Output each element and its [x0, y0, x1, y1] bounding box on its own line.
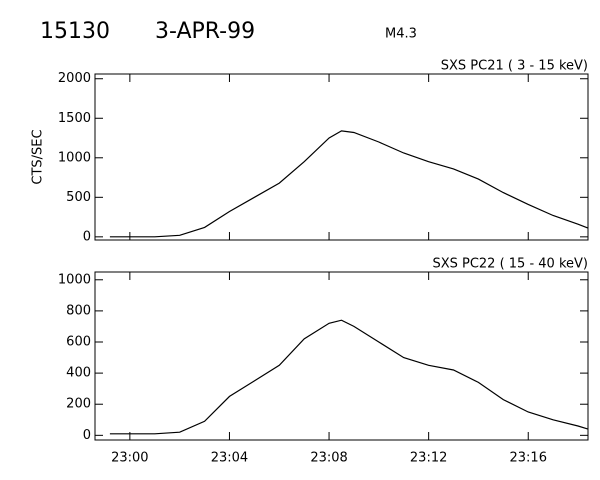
y-tick-label: 500 — [66, 190, 91, 205]
y-axis-label: CTS/SEC — [31, 129, 46, 184]
y-tick-label: 2000 — [58, 71, 91, 86]
y-tick-label: 0 — [83, 229, 91, 244]
y-tick-label: 600 — [66, 335, 91, 350]
light-curve — [109, 130, 589, 238]
event-date: 3-APR-99 — [155, 19, 255, 44]
x-tick-label: 23:04 — [211, 451, 248, 466]
x-tick-label: 23:12 — [410, 451, 447, 466]
light-curve — [109, 319, 589, 435]
panel-title: SXS PC22 ( 15 - 40 keV) — [432, 257, 588, 272]
plot-frame — [94, 73, 589, 241]
x-tick-label: 23:16 — [510, 451, 547, 466]
panel-title: SXS PC21 ( 3 - 15 keV) — [441, 59, 588, 74]
plot-frame — [94, 271, 589, 441]
y-tick-label: 800 — [66, 303, 91, 318]
y-tick-label: 1500 — [58, 111, 91, 126]
y-tick-label: 400 — [66, 366, 91, 381]
y-tick-label: 200 — [66, 397, 91, 412]
y-tick-label: 0 — [83, 428, 91, 443]
x-tick-label: 23:08 — [310, 451, 347, 466]
flare-class: M4.3 — [385, 27, 417, 42]
event-id: 15130 — [40, 19, 110, 44]
x-tick-label: 23:00 — [111, 451, 148, 466]
y-tick-label: 1000 — [58, 150, 91, 165]
y-tick-label: 1000 — [58, 272, 91, 287]
